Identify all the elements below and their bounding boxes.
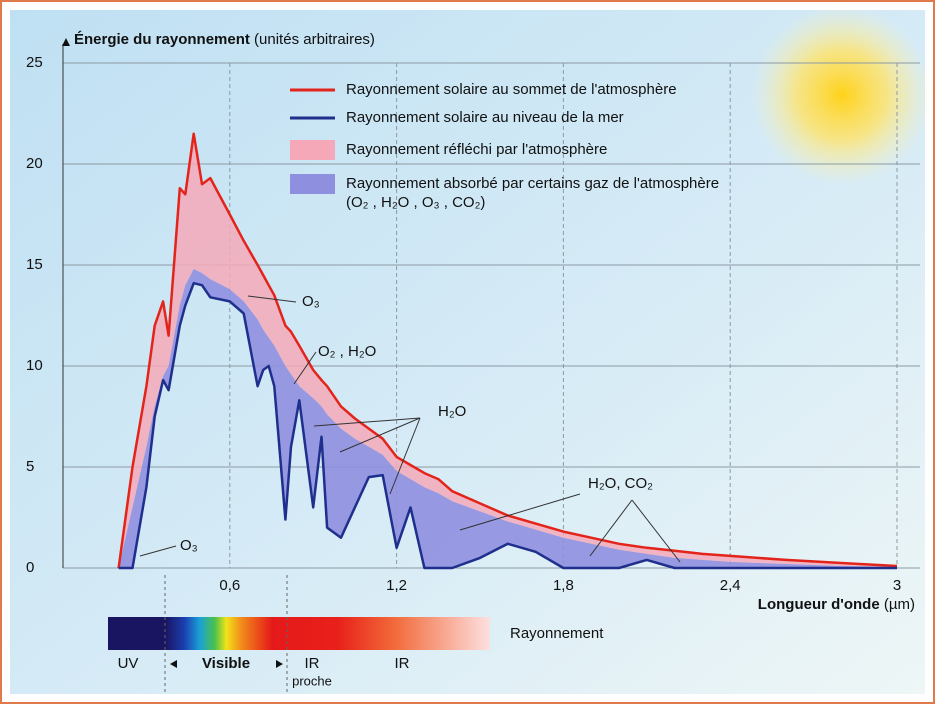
leader-line — [293, 351, 317, 385]
x-axis-title: Longueur d'onde — [758, 596, 880, 613]
leader-line — [631, 499, 681, 563]
annotation: O₃ — [180, 537, 198, 554]
y-axis-unit: (unités arbitraires) — [254, 31, 375, 48]
annotation: O₃ — [302, 293, 320, 310]
plot: 0 5 10 15 20 25 0,6 1,2 1,8 2,4 3 O₃ O₂ , H₂O H₂O H₂O,… — [26, 44, 920, 594]
absorbed-area — [118, 269, 898, 568]
reflected-area — [118, 133, 898, 568]
legend-entry: Rayonnement solaire au niveau de la mer — [346, 109, 624, 126]
x-tick-label: 3 — [893, 577, 901, 594]
y-axis-label: Énergie du rayonnement (unités arbitrair… — [74, 31, 375, 48]
leader-line — [313, 417, 421, 427]
x-axis-label: Longueur d'onde (µm) — [758, 596, 915, 613]
y-tick-label: 15 — [26, 256, 43, 273]
y-tick-label: 0 — [26, 559, 34, 576]
legend: Rayonnement solaire au sommet de l'atmos… — [290, 81, 720, 211]
legend-entry: Rayonnement absorbé par certains gaz de … — [346, 175, 720, 211]
x-axis-unit: (µm) — [884, 596, 915, 613]
legend-entry: Rayonnement solaire au sommet de l'atmos… — [346, 81, 677, 98]
band-label: IR — [395, 655, 410, 672]
y-axis-arrow — [62, 38, 70, 46]
series-line — [117, 132, 898, 569]
y-tick-label: 20 — [26, 155, 43, 172]
band-label: UV — [118, 655, 139, 672]
y-tick-label: 10 — [26, 357, 43, 374]
x-tick-label: 2,4 — [720, 577, 741, 594]
band-note: proche — [292, 673, 332, 688]
x-tick-label: 1,2 — [386, 577, 407, 594]
legend-swatch — [290, 174, 335, 194]
spectrum-label: Rayonnement — [510, 625, 604, 642]
series-line — [118, 281, 897, 570]
y-axis-title: Énergie du rayonnement — [74, 31, 250, 48]
x-tick-label: 1,8 — [553, 577, 574, 594]
leader-line — [459, 493, 581, 531]
legend-label: Rayonnement absorbé par certains gaz de … — [346, 175, 720, 211]
leader-line — [247, 295, 297, 303]
spectrum-bar — [108, 617, 490, 650]
legend-label: Rayonnement solaire au niveau de la mer — [346, 109, 624, 126]
x-tick-label: 0,6 — [219, 577, 240, 594]
legend-entry: Rayonnement réfléchi par l'atmosphère — [346, 141, 608, 158]
sun — [752, 5, 932, 185]
annotation: H₂O, CO₂ — [588, 475, 653, 492]
y-tick-label: 25 — [26, 54, 43, 71]
band-label: Visible — [202, 655, 250, 672]
legend-label: Rayonnement solaire au sommet de l'atmos… — [346, 81, 677, 98]
annotation: O₂ , H₂O — [318, 343, 376, 360]
annotation: H₂O — [438, 403, 466, 420]
legend-swatch — [290, 140, 335, 160]
leader-line — [139, 545, 177, 557]
leader-line — [389, 417, 421, 495]
legend-label: Rayonnement réfléchi par l'atmosphère — [346, 141, 608, 158]
leader-line — [339, 417, 421, 453]
band-label: IR — [305, 655, 320, 672]
leader-line — [589, 499, 633, 557]
y-tick-label: 5 — [26, 458, 34, 475]
